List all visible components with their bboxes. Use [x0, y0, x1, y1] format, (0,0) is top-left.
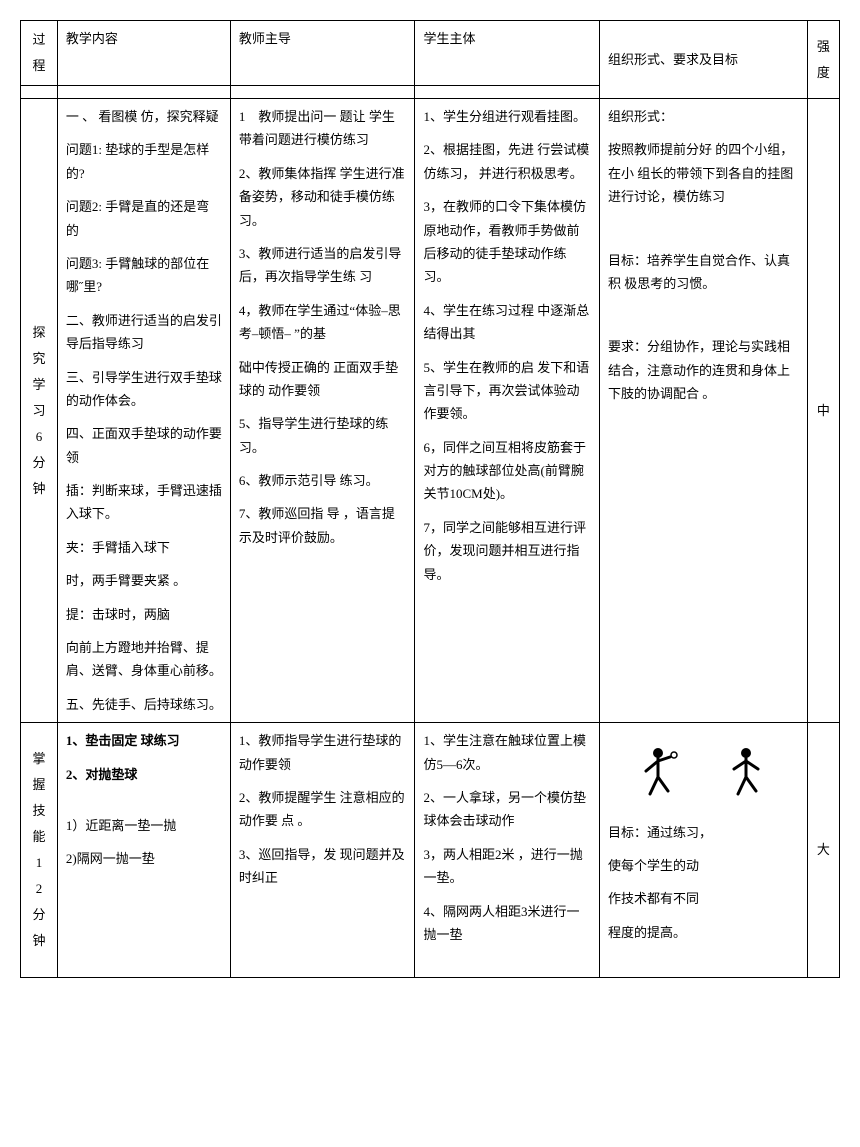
org-text: 程度的提高。	[608, 921, 799, 944]
org-cell: 目标：通过练习， 使每个学生的动 作技术都有不同 程度的提高。	[600, 723, 808, 978]
content-text: 问题2: 手臂是直的还是弯的	[66, 195, 222, 242]
org-text: 要求：分组协作，理论与实践相结合，注意动作的连贯和身体上下肢的协调配合 。	[608, 335, 799, 405]
student-cell: 1、学生分组进行观看挂图。 2、根据挂图，先进 行尝试模仿练习， 并进行积极思考…	[415, 99, 600, 723]
student-text: 4、学生在练习过程 中逐渐总结得出其	[423, 299, 591, 346]
content-text: 三、引导学生进行双手垫球的动作体会。	[66, 366, 222, 413]
org-text: 目标：通过练习，	[608, 821, 799, 844]
content-text: 二、教师进行适当的启发引导后指导练习	[66, 309, 222, 356]
org-text: 使每个学生的动	[608, 854, 799, 877]
spacer-cell	[21, 86, 58, 99]
content-text: 2、对抛垫球	[66, 763, 222, 786]
content-text: 时，两手臂要夹紧 。	[66, 569, 222, 592]
content-text: 夹：手臂插入球下	[66, 536, 222, 559]
teacher-text: 1、教师指导学生进行垫球的动作要领	[239, 729, 407, 776]
student-text: 1、学生分组进行观看挂图。	[423, 105, 591, 128]
header-org: 组织形式、要求及目标	[600, 21, 808, 99]
org-text: 组织形式：	[608, 105, 799, 128]
content-cell: 一 、 看图模 仿，探究释疑 问题1: 垫球的手型是怎样的? 问题2: 手臂是直…	[57, 99, 230, 723]
header-student: 学生主体	[415, 21, 600, 86]
header-intensity: 强度	[807, 21, 839, 99]
org-text: 作技术都有不同	[608, 887, 799, 910]
student-text: 3，在教师的口令下集体模仿原地动作，看教师手势做前后移动的徒手垫球动作练习。	[423, 195, 591, 289]
content-text: 问题3: 手臂触球的部位在哪˝里?	[66, 252, 222, 299]
teacher-text: 5、指导学生进行垫球的练习。	[239, 412, 407, 459]
teacher-text: 1 教师提出问一 题让 学生带着问题进行模仿练习	[239, 105, 407, 152]
student-text: 7，同学之间能够相互进行评价，发现问题并相互进行指导。	[423, 516, 591, 586]
table-header-row: 过程 教学内容 教师主导 学生主体 组织形式、要求及目标 强度	[21, 21, 840, 86]
content-text: 提：击球时，两脑	[66, 603, 222, 626]
header-content: 教学内容	[57, 21, 230, 86]
student-text: 5、学生在教师的启 发下和语言引导下，再次尝试体验动作要领。	[423, 356, 591, 426]
content-text: 2)隔网一抛一垫	[66, 847, 222, 870]
student-cell: 1、学生注意在触球位置上模仿5—6次。 2、一人拿球，另一个模仿垫球体会击球动作…	[415, 723, 600, 978]
content-cell: 1、垫击固定 球练习 2、对抛垫球 1）近距离一垫一抛 2)隔网一抛一垫	[57, 723, 230, 978]
student-text: 1、学生注意在触球位置上模仿5—6次。	[423, 729, 591, 776]
content-text: 五、先徒手、后持球练习。	[66, 693, 222, 716]
teacher-text: 3、巡回指导，发 现问题并及时纠正	[239, 843, 407, 890]
content-text: 1、垫击固定 球练习	[66, 729, 222, 752]
teacher-cell: 1、教师指导学生进行垫球的动作要领 2、教师提醒学生 注意相应的动作要 点 。 …	[230, 723, 415, 978]
org-text: 目标：培养学生自觉合作、认真积 极思考的习惯。	[608, 249, 799, 296]
teacher-text: 7、教师巡回指 导 ，语言提示及时评价鼓励。	[239, 502, 407, 549]
teacher-text: 础中传授正确的 正面双手垫球的 动作要领	[239, 356, 407, 403]
spacer-cell	[415, 86, 600, 99]
content-text: 问题1: 垫球的手型是怎样的?	[66, 138, 222, 185]
lesson-plan-page: 过程 教学内容 教师主导 学生主体 组织形式、要求及目标 强度 探究学习6分钟 …	[20, 20, 840, 978]
student-text: 2、根据挂图，先进 行尝试模仿练习， 并进行积极思考。	[423, 138, 591, 185]
intensity-cell: 中	[807, 99, 839, 723]
student-text: 4、隔网两人相距3米进行一抛一垫	[423, 900, 591, 947]
lesson-plan-table: 过程 教学内容 教师主导 学生主体 组织形式、要求及目标 强度 探究学习6分钟 …	[20, 20, 840, 978]
header-teacher: 教师主导	[230, 21, 415, 86]
teacher-text: 4，教师在学生通过“体验–思考–顿悟– ”的基	[239, 299, 407, 346]
org-cell: 组织形式： 按照教师提前分好 的四个小组，在小 组长的带领下到各自的挂图进行讨论…	[600, 99, 808, 723]
student-text: 6，同伴之间互相将皮筋套于对方的触球部位处高(前臂腕关节10CM处)。	[423, 436, 591, 506]
teacher-text: 3、教师进行适当的启发引导后，再次指导学生练 习	[239, 242, 407, 289]
student-text: 3，两人相距2米 ，进行一抛一垫。	[423, 843, 591, 890]
teacher-text: 2、教师提醒学生 注意相应的动作要 点 。	[239, 786, 407, 833]
process-cell-study: 探究学习6分钟	[21, 99, 58, 723]
table-row: 探究学习6分钟 一 、 看图模 仿，探究释疑 问题1: 垫球的手型是怎样的? 问…	[21, 99, 840, 723]
process-cell-skill: 掌握技能12分钟	[21, 723, 58, 978]
content-text: 四、正面双手垫球的动作要领	[66, 422, 222, 469]
teacher-text: 2、教师集体指挥 学生进行准备姿势，移动和徒手模仿练习。	[239, 162, 407, 232]
content-text: 1）近距离一垫一抛	[66, 814, 222, 837]
spacer-cell	[57, 86, 230, 99]
teacher-cell: 1 教师提出问一 题让 学生带着问题进行模仿练习 2、教师集体指挥 学生进行准备…	[230, 99, 415, 723]
header-process: 过程	[21, 21, 58, 86]
student-text: 2、一人拿球，另一个模仿垫球体会击球动作	[423, 786, 591, 833]
content-text: 插：判断来球，手臂迅速插入球下。	[66, 479, 222, 526]
org-text: 按照教师提前分好 的四个小组，在小 组长的带领下到各自的挂图进行讨论，模仿练习	[608, 138, 799, 208]
spacer-cell	[230, 86, 415, 99]
table-row: 掌握技能12分钟 1、垫击固定 球练习 2、对抛垫球 1）近距离一垫一抛 2)隔…	[21, 723, 840, 978]
content-text: 一 、 看图模 仿，探究释疑	[66, 105, 222, 128]
teacher-text: 6、教师示范引导 练习。	[239, 469, 407, 492]
content-text: 向前上方蹬地并抬臂、提肩、送臂、身体重心前移。	[66, 636, 222, 683]
intensity-cell: 大	[807, 723, 839, 978]
volleyball-players-icon	[608, 739, 799, 806]
